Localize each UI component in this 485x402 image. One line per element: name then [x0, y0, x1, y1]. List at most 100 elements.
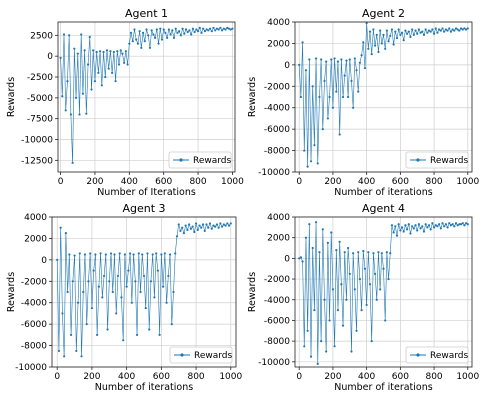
x-axis-label: Number of iterations	[95, 382, 193, 393]
data-point	[377, 50, 380, 54]
data-point	[176, 31, 179, 34]
data-point	[69, 113, 72, 116]
data-point	[345, 298, 348, 301]
data-point	[363, 267, 367, 270]
data-point	[333, 57, 336, 60]
data-point	[214, 225, 217, 228]
data-point	[168, 253, 172, 256]
data-point	[129, 252, 132, 255]
data-point	[87, 280, 90, 283]
data-point	[362, 41, 365, 44]
data-point	[167, 28, 170, 31]
data-point	[434, 27, 437, 30]
data-point	[431, 28, 434, 31]
data-point	[184, 28, 188, 31]
data-point	[299, 256, 302, 259]
y-axis-label: Rewards	[247, 272, 258, 312]
y-tick-label: -6000	[264, 316, 290, 326]
y-tick-label: 0	[41, 256, 47, 266]
data-point	[196, 228, 199, 231]
x-tick-label: 600	[153, 372, 170, 382]
data-point	[422, 33, 426, 36]
data-point	[385, 29, 388, 32]
data-point	[449, 30, 453, 33]
data-point	[174, 252, 177, 255]
legend-box	[405, 346, 469, 364]
data-point	[453, 225, 456, 228]
data-point	[404, 29, 407, 32]
data-point	[148, 328, 151, 331]
x-tick-label: 200	[324, 372, 341, 382]
data-point	[461, 28, 464, 31]
data-point	[66, 80, 69, 83]
data-point	[174, 27, 177, 30]
chart-panel-4: 0 200 400 600 800 1000 4000 2000 0 -2000 -4000 -600…	[247, 202, 480, 393]
data-point	[347, 95, 350, 99]
data-point	[196, 30, 200, 33]
data-point	[306, 165, 309, 168]
data-point	[316, 162, 319, 165]
data-point	[454, 27, 458, 30]
data-point	[229, 222, 232, 225]
data-point	[355, 69, 358, 72]
data-point	[158, 333, 161, 336]
data-point	[421, 225, 424, 228]
data-point	[306, 329, 309, 332]
data-point	[186, 228, 189, 231]
x-tick-label: 1000	[456, 372, 479, 382]
data-point	[370, 340, 373, 343]
data-point	[338, 240, 341, 243]
data-point	[389, 34, 392, 38]
data-point	[451, 28, 454, 31]
data-point	[362, 250, 365, 253]
data-point	[193, 230, 196, 234]
data-point	[92, 269, 95, 272]
data-point	[141, 253, 144, 256]
data-point	[318, 251, 321, 254]
data-point	[191, 27, 194, 30]
data-point	[352, 252, 355, 255]
data-point	[93, 80, 97, 83]
x-tick-label: 200	[324, 177, 341, 187]
data-point	[340, 283, 343, 286]
y-tick-label: 2000	[267, 39, 290, 49]
data-point	[128, 42, 131, 45]
y-tick-label: -8000	[264, 337, 290, 347]
data-point	[338, 133, 341, 136]
x-tick-label: 0	[296, 177, 302, 187]
data-point	[424, 223, 427, 226]
series-line-rewards	[298, 23, 468, 167]
data-point	[421, 30, 424, 33]
data-point	[367, 251, 370, 254]
data-point	[432, 32, 436, 35]
data-point	[95, 50, 98, 54]
data-point	[135, 38, 138, 41]
data-point	[81, 92, 85, 95]
data-point	[328, 95, 331, 99]
y-tick-label: -8000	[264, 147, 290, 157]
data-point	[111, 290, 114, 294]
data-point	[360, 309, 363, 312]
data-point	[76, 52, 79, 55]
data-point	[313, 144, 316, 147]
data-point	[429, 30, 432, 33]
data-point	[463, 224, 466, 227]
data-point	[414, 224, 417, 227]
y-tick-label: -8000	[21, 342, 47, 352]
data-point	[201, 223, 205, 226]
data-point	[320, 58, 323, 61]
data-point	[159, 27, 162, 30]
data-point	[179, 229, 182, 233]
data-point	[116, 50, 119, 53]
data-point	[363, 66, 367, 70]
data-point	[179, 34, 182, 37]
data-point	[417, 28, 420, 31]
data-point	[63, 355, 66, 358]
data-point	[62, 33, 66, 36]
data-point	[444, 28, 447, 31]
data-point	[80, 355, 83, 358]
data-point	[459, 223, 463, 226]
data-point	[133, 28, 136, 31]
y-tick-label: 0	[47, 52, 53, 62]
data-point	[219, 222, 222, 225]
